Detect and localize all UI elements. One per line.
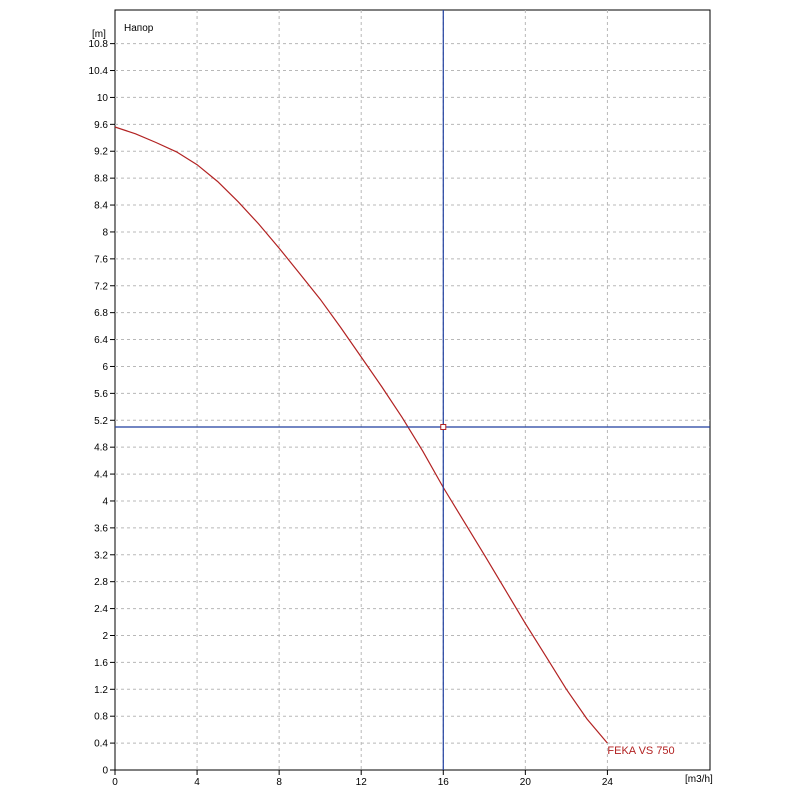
y-tick-label: 5.6 — [94, 389, 108, 400]
y-tick-label: 9.2 — [94, 147, 108, 158]
y-tick-label: 7.6 — [94, 254, 108, 265]
series-label: FEKA VS 750 — [607, 745, 674, 757]
x-tick-label: 24 — [602, 777, 614, 788]
y-axis: 0 0.4 0.8 1.2 1.6 2 2.4 2.8 3.2 3.6 4 4.4 4.8 5.2 5.6 6… — [89, 39, 115, 777]
y-tick-label: 6 — [102, 362, 108, 373]
plot-area — [114, 9, 711, 771]
series-line — [114, 126, 608, 744]
y-tick-label: 2.8 — [94, 577, 108, 588]
y-tick-label: 5.2 — [94, 416, 108, 427]
operating-point-marker[interactable] — [440, 423, 447, 430]
crosshair — [115, 10, 710, 770]
y-axis-label: [m] — [92, 29, 106, 40]
y-tick-label: 9.6 — [94, 120, 108, 131]
y-tick-label: 10 — [97, 93, 109, 104]
y-tick-label: 4 — [102, 496, 108, 507]
y-tick-label: 4.4 — [94, 470, 108, 481]
y-tick-label: 3.6 — [94, 523, 108, 534]
y-tick-label: 7.2 — [94, 281, 108, 292]
y-tick-label: 0.4 — [94, 739, 108, 750]
x-tick-label: 12 — [356, 777, 368, 788]
y-tick-label: 2 — [102, 631, 108, 642]
y-tick-label: 10.8 — [89, 39, 109, 50]
x-tick-label: 16 — [438, 777, 450, 788]
y-tick-label: 1.6 — [94, 658, 108, 669]
y-tick-label: 2.4 — [94, 604, 108, 615]
x-axis: 0 4 8 12 16 20 24 — [112, 770, 613, 788]
y-tick-label: 8.4 — [94, 201, 108, 212]
y-tick-label: 6.4 — [94, 335, 108, 346]
chart-title: Напор — [124, 23, 154, 34]
y-tick-label: 0 — [102, 766, 108, 777]
y-tick-label: 8.8 — [94, 174, 108, 185]
y-tick-label: 1.2 — [94, 685, 108, 696]
y-tick-label: 8 — [102, 227, 108, 238]
x-axis-label: [m3/h] — [685, 774, 713, 785]
y-tick-label: 0.8 — [94, 712, 108, 723]
y-tick-label: 6.8 — [94, 308, 108, 319]
x-tick-label: 4 — [194, 777, 200, 788]
y-tick-label: 10.4 — [89, 66, 109, 77]
series-group: FEKA VS 750 — [114, 126, 675, 757]
x-tick-label: 0 — [112, 777, 118, 788]
y-tick-label: 3.2 — [94, 550, 108, 561]
x-tick-label: 8 — [276, 777, 282, 788]
x-tick-label: 20 — [520, 777, 532, 788]
y-tick-label: 4.8 — [94, 443, 108, 454]
